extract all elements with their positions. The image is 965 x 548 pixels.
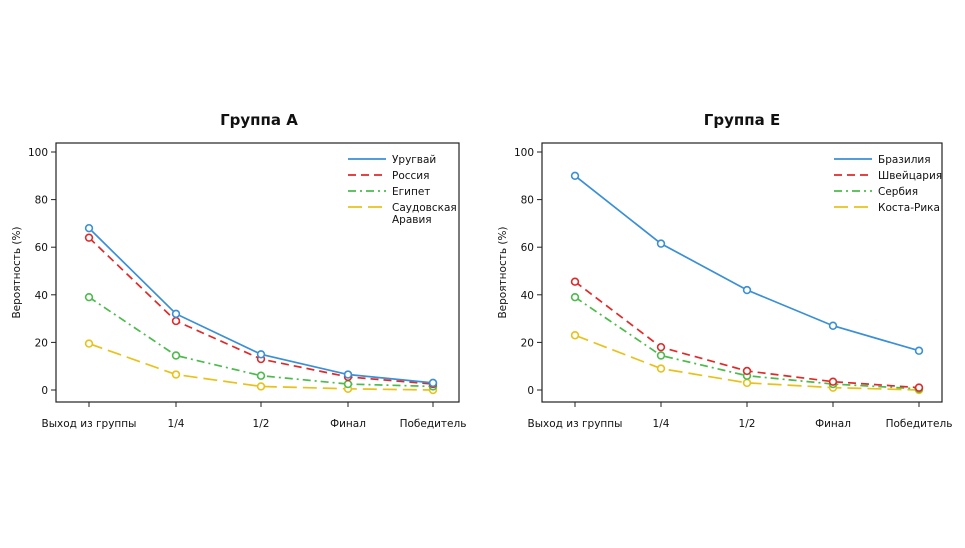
y-tick-label: 0 xyxy=(527,385,534,397)
x-tick-label: Победитель xyxy=(886,418,953,430)
series-4 xyxy=(84,339,438,395)
chart-1: Группа А 0 20 40 60 80 100 Вероятность (%) Выход… xyxy=(11,111,466,430)
data-point xyxy=(256,382,266,391)
y-tick-label: 80 xyxy=(521,195,534,207)
data-point xyxy=(343,370,353,379)
data-point xyxy=(570,331,580,340)
y-tick-label: 60 xyxy=(35,242,48,254)
data-point xyxy=(656,342,666,352)
legend: Бразилия Швейцария Сербия Коста-Рика xyxy=(834,154,942,214)
data-point xyxy=(171,309,181,319)
data-point xyxy=(343,379,353,389)
legend-label: Швейцария xyxy=(878,170,942,182)
series-1 xyxy=(84,223,438,388)
y-tick-label: 20 xyxy=(35,337,48,349)
y-tick-label: 80 xyxy=(35,195,48,207)
legend-label: Бразилия xyxy=(878,154,931,166)
chart-title: Группа А xyxy=(220,111,298,129)
series-2 xyxy=(84,233,438,389)
y-tick-label: 100 xyxy=(514,147,534,159)
data-point xyxy=(742,378,752,388)
data-point xyxy=(656,364,666,373)
data-point xyxy=(656,239,666,248)
series-1 xyxy=(570,171,924,355)
x-tick-label: Выход из группы xyxy=(528,418,623,430)
y-tick-label: 40 xyxy=(521,290,534,302)
data-point xyxy=(828,321,838,330)
x-tick-label: Победитель xyxy=(400,418,467,430)
legend: Уругвай Россия Египет Саудовская Аравия xyxy=(348,154,457,226)
data-point xyxy=(828,377,838,386)
data-point xyxy=(171,316,181,326)
series-3 xyxy=(570,292,924,394)
y-axis-label: Вероятность (%) xyxy=(11,226,23,318)
legend-label: Россия xyxy=(392,170,429,182)
y-tick-label: 20 xyxy=(521,337,534,349)
series-line xyxy=(574,175,920,352)
data-point xyxy=(256,350,266,359)
data-point xyxy=(84,339,94,348)
chart-2: Группа E 0 20 40 60 80 100 Вероятность (%) Выход… xyxy=(497,111,952,430)
x-tick-label: Финал xyxy=(330,418,366,430)
series-4 xyxy=(570,331,924,395)
legend-label: Коста-Рика xyxy=(878,202,940,214)
legend-label: Египет xyxy=(392,186,430,198)
data-point xyxy=(914,383,924,392)
data-point xyxy=(256,371,266,380)
series-3 xyxy=(84,292,438,391)
data-point xyxy=(570,277,580,286)
legend-label: Уругвай xyxy=(392,154,436,166)
x-tick-label: Финал xyxy=(815,418,851,430)
series-line xyxy=(574,334,920,391)
x-tick-label: 1/2 xyxy=(739,418,756,430)
x-tick-label: 1/4 xyxy=(653,418,670,430)
series-line xyxy=(88,342,434,391)
data-point xyxy=(84,223,94,233)
data-point xyxy=(570,292,580,302)
x-tick-label: 1/4 xyxy=(168,418,185,430)
data-point xyxy=(570,171,580,181)
plot-frame xyxy=(541,142,943,403)
y-tick-label: 100 xyxy=(28,147,48,159)
data-point xyxy=(84,292,94,302)
data-point xyxy=(171,370,181,379)
y-tick-label: 40 xyxy=(35,290,48,302)
data-point xyxy=(84,233,94,242)
data-point xyxy=(742,366,752,376)
y-axis-label: Вероятность (%) xyxy=(497,226,509,318)
data-point xyxy=(914,346,924,355)
data-point xyxy=(171,351,181,360)
x-tick-label: Выход из группы xyxy=(42,418,137,430)
x-tick-label: 1/2 xyxy=(253,418,270,430)
series-2 xyxy=(570,277,924,392)
y-tick-label: 0 xyxy=(41,385,48,397)
legend-label: Саудовская Аравия xyxy=(392,202,457,226)
legend-label: Сербия xyxy=(878,186,918,198)
chart-title: Группа E xyxy=(704,111,780,129)
data-point xyxy=(428,378,438,388)
plot-frame xyxy=(55,142,460,403)
data-point xyxy=(656,351,666,360)
data-point xyxy=(742,285,752,295)
y-tick-label: 60 xyxy=(521,242,534,254)
